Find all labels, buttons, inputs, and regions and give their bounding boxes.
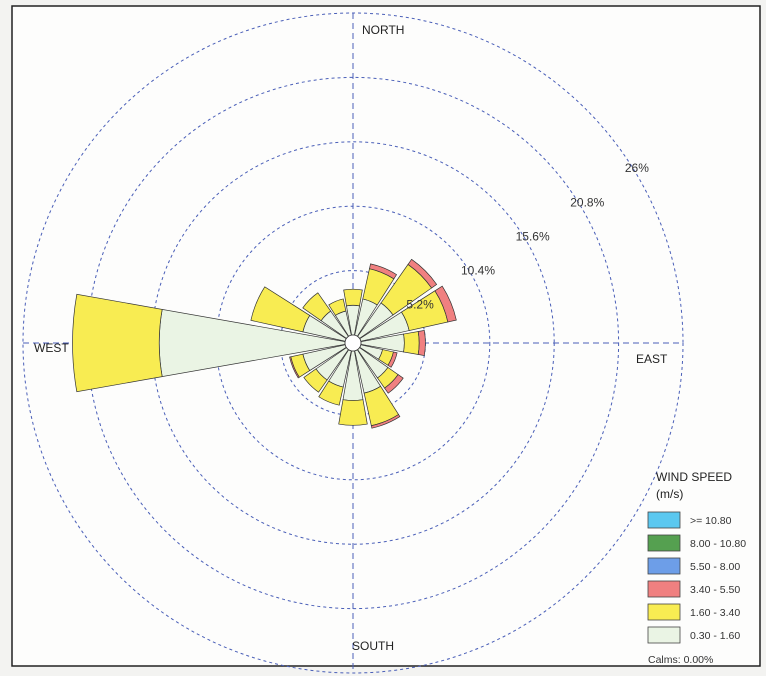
- legend-title: WIND SPEED: [656, 470, 732, 484]
- petal-wsw-series-3: [289, 356, 300, 379]
- west-label: WEST: [34, 341, 69, 355]
- ring-label-4: 20.8%: [570, 195, 604, 209]
- south-label: SOUTH: [352, 639, 394, 653]
- ring-labels: 5.2% 10.4% 15.6% 20.8% 26%: [406, 161, 649, 312]
- legend: WIND SPEED (m/s) >= 10.80 8.00 - 10.80 5.5…: [647, 470, 746, 666]
- legend-label-4: 3.40 - 5.50: [690, 584, 740, 596]
- legend-items: >= 10.80 8.00 - 10.80 5.50 - 8.00 3.40 - 5.…: [647, 511, 746, 644]
- petal-ne-series-3: [407, 258, 438, 289]
- legend-label-2: 8.00 - 10.80: [690, 538, 746, 550]
- legend-label-6: 0.30 - 1.60: [690, 630, 740, 642]
- legend-label-3: 5.50 - 8.00: [690, 561, 740, 573]
- legend-label-5: 1.60 - 3.40: [690, 607, 740, 619]
- ring-label-1: 5.2%: [406, 298, 434, 312]
- petal-nw-series-2: [302, 292, 332, 322]
- ring-label-3: 15.6%: [516, 229, 550, 243]
- petal-ssw-series-2: [318, 380, 344, 406]
- center-hole: [344, 334, 362, 352]
- north-label: NORTH: [362, 23, 404, 37]
- legend-swatch-1: [647, 511, 681, 529]
- legend-units: (m/s): [656, 487, 683, 501]
- petal-e-series-2: [403, 331, 420, 355]
- petal-w-series-2: [72, 293, 163, 393]
- legend-swatch-5: [647, 603, 681, 621]
- ring-label-5: 26%: [625, 161, 649, 175]
- petal-ene-series-3: [434, 285, 457, 323]
- legend-swatch-3: [647, 557, 681, 575]
- east-label: EAST: [636, 352, 668, 366]
- petals: [72, 258, 457, 429]
- legend-swatch-6: [647, 626, 681, 644]
- petal-sse-series-3: [370, 414, 401, 429]
- petal-e-series-3: [417, 330, 426, 356]
- petal-ese-series-3: [387, 351, 398, 368]
- legend-swatch-4: [647, 580, 681, 598]
- petal-n-series-2: [343, 288, 363, 307]
- ring-label-2: 10.4%: [461, 264, 495, 278]
- legend-swatch-2: [647, 534, 681, 552]
- calms-label: Calms: 0.00%: [648, 654, 713, 666]
- petal-sw-series-2: [303, 368, 328, 393]
- petal-se-series-3: [384, 374, 404, 394]
- petal-nnw-series-2: [328, 298, 347, 316]
- legend-label-1: >= 10.80: [690, 515, 732, 527]
- petal-wnw-series-2: [250, 286, 311, 333]
- petal-nne-series-3: [369, 263, 398, 280]
- petal-s-series-2: [338, 399, 368, 426]
